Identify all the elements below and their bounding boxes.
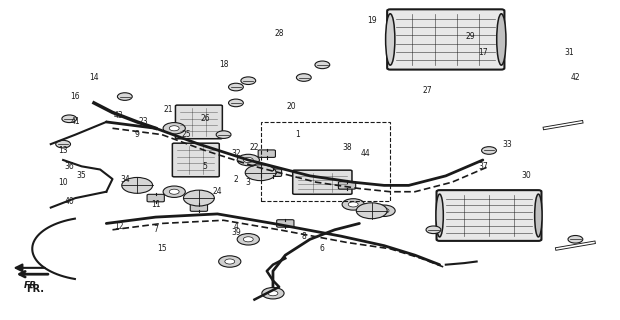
Circle shape xyxy=(56,140,71,148)
Circle shape xyxy=(568,236,583,243)
Circle shape xyxy=(229,83,243,91)
Text: 26: 26 xyxy=(200,114,210,123)
Circle shape xyxy=(163,186,185,197)
Circle shape xyxy=(225,259,235,264)
FancyBboxPatch shape xyxy=(436,190,541,241)
Text: 16: 16 xyxy=(71,92,80,101)
Circle shape xyxy=(216,131,231,139)
Text: 39: 39 xyxy=(231,228,241,237)
Circle shape xyxy=(426,226,441,234)
Text: 19: 19 xyxy=(367,16,376,25)
Text: 11: 11 xyxy=(151,200,161,209)
Circle shape xyxy=(373,205,395,216)
Text: 27: 27 xyxy=(422,86,432,95)
Circle shape xyxy=(262,288,284,299)
Circle shape xyxy=(237,234,259,245)
Text: 25: 25 xyxy=(182,130,192,139)
Circle shape xyxy=(241,77,255,84)
FancyBboxPatch shape xyxy=(175,105,223,139)
Text: 23: 23 xyxy=(138,117,148,126)
Text: 5: 5 xyxy=(203,162,208,171)
Text: 7: 7 xyxy=(153,225,158,234)
Text: 41: 41 xyxy=(71,117,80,126)
Circle shape xyxy=(62,115,77,123)
Ellipse shape xyxy=(497,14,506,65)
Text: 38: 38 xyxy=(342,143,352,152)
Circle shape xyxy=(268,291,278,296)
Text: 15: 15 xyxy=(157,244,167,253)
FancyBboxPatch shape xyxy=(190,204,208,211)
Text: 43: 43 xyxy=(114,111,123,120)
Text: 9: 9 xyxy=(135,130,140,139)
FancyBboxPatch shape xyxy=(264,169,281,176)
Text: 10: 10 xyxy=(58,178,68,187)
Text: 6: 6 xyxy=(320,244,325,253)
Ellipse shape xyxy=(534,194,542,237)
Text: 3: 3 xyxy=(246,178,250,187)
Text: 28: 28 xyxy=(275,28,284,38)
FancyBboxPatch shape xyxy=(277,220,294,227)
Text: 37: 37 xyxy=(478,162,488,171)
Text: 4: 4 xyxy=(234,222,238,231)
Text: 12: 12 xyxy=(114,222,123,231)
Circle shape xyxy=(122,178,153,193)
FancyBboxPatch shape xyxy=(258,150,275,157)
Circle shape xyxy=(296,74,311,81)
FancyBboxPatch shape xyxy=(339,182,356,189)
Circle shape xyxy=(482,147,497,154)
Text: 20: 20 xyxy=(286,101,296,111)
Text: FR.: FR. xyxy=(26,284,45,294)
Ellipse shape xyxy=(436,194,443,237)
Circle shape xyxy=(229,99,243,107)
Text: 14: 14 xyxy=(89,73,99,82)
Circle shape xyxy=(169,126,179,131)
Circle shape xyxy=(163,123,185,134)
Text: 8: 8 xyxy=(301,232,306,241)
Text: 13: 13 xyxy=(58,146,68,155)
Text: 40: 40 xyxy=(64,197,74,206)
FancyBboxPatch shape xyxy=(387,9,505,69)
Text: 18: 18 xyxy=(219,60,228,69)
Bar xyxy=(260,122,390,201)
Circle shape xyxy=(117,93,132,100)
Circle shape xyxy=(348,202,358,207)
Circle shape xyxy=(245,165,276,180)
Text: 29: 29 xyxy=(466,32,476,41)
Ellipse shape xyxy=(386,14,395,65)
Text: 21: 21 xyxy=(163,105,173,114)
Circle shape xyxy=(243,157,253,163)
Text: 44: 44 xyxy=(361,149,370,158)
Text: 24: 24 xyxy=(213,187,222,196)
Text: 1: 1 xyxy=(295,130,300,139)
Text: 2: 2 xyxy=(234,174,238,184)
Circle shape xyxy=(219,256,241,267)
Text: 33: 33 xyxy=(503,140,512,148)
Circle shape xyxy=(237,154,259,166)
Circle shape xyxy=(243,237,253,242)
Text: 22: 22 xyxy=(250,143,259,152)
FancyBboxPatch shape xyxy=(293,170,352,194)
Circle shape xyxy=(356,203,387,219)
Circle shape xyxy=(342,199,365,210)
Text: 42: 42 xyxy=(570,73,580,82)
FancyBboxPatch shape xyxy=(172,143,219,177)
Text: 35: 35 xyxy=(77,172,87,180)
Text: 30: 30 xyxy=(521,172,531,180)
Text: 32: 32 xyxy=(231,149,241,158)
Circle shape xyxy=(169,189,179,194)
Text: 34: 34 xyxy=(120,174,130,184)
Text: 36: 36 xyxy=(64,162,74,171)
Text: 17: 17 xyxy=(478,48,488,57)
FancyBboxPatch shape xyxy=(147,194,164,202)
Text: 31: 31 xyxy=(564,48,574,57)
Circle shape xyxy=(315,61,330,69)
Circle shape xyxy=(379,208,389,213)
Text: FR.: FR. xyxy=(24,281,40,290)
Circle shape xyxy=(184,190,215,206)
